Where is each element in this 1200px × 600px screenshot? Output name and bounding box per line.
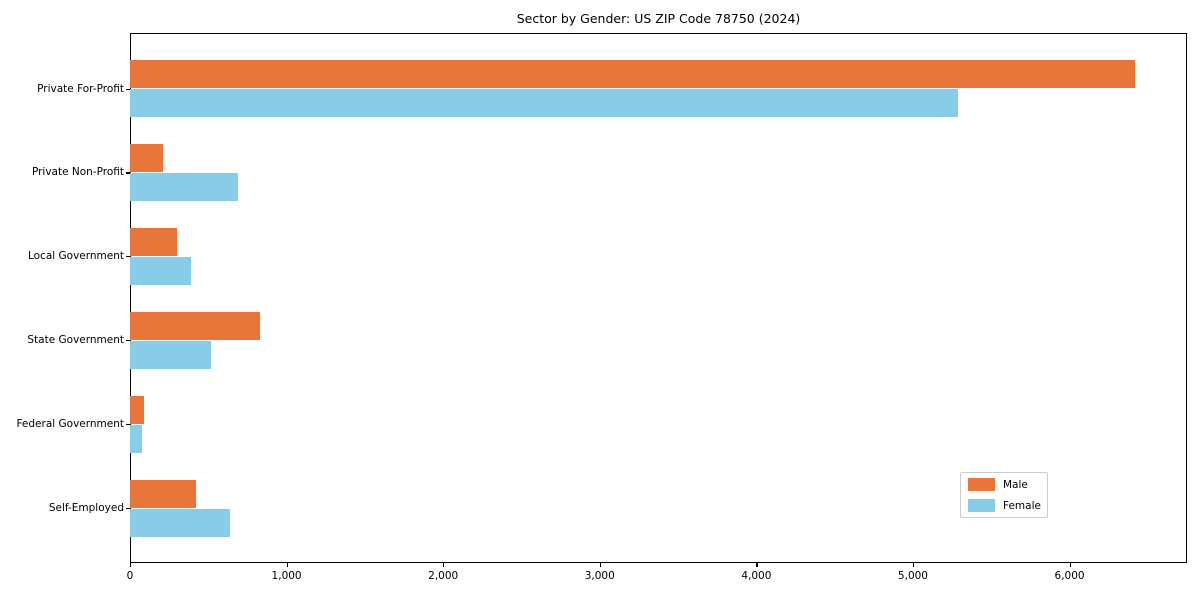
xtick-mark-3 [599, 563, 601, 567]
xtick-label-2: 2,000 [428, 570, 459, 582]
legend-item-female: Female [968, 499, 1041, 512]
bar-male-1 [130, 143, 163, 172]
bar-female-0 [130, 89, 959, 117]
xtick-mark-0 [130, 563, 132, 567]
ytick-label-4: Federal Government [16, 418, 124, 431]
bar-male-4 [130, 395, 145, 424]
xtick-label-1: 1,000 [271, 570, 302, 582]
ytick-mark-2 [126, 256, 130, 258]
xtick-mark-4 [756, 563, 758, 567]
legend-item-male: Male [968, 478, 1040, 491]
bar-male-3 [130, 311, 260, 340]
chart-title: Sector by Gender: US ZIP Code 78750 (202… [516, 11, 801, 26]
xtick-label-5: 5,000 [897, 570, 928, 582]
legend-label-female: Female [1003, 499, 1041, 512]
female-color-swatch [968, 499, 995, 512]
bar-female-3 [130, 340, 212, 369]
xtick-label-6: 6,000 [1054, 570, 1085, 582]
xtick-label-3: 3,000 [584, 570, 615, 582]
bar-male-0 [130, 60, 1136, 88]
bar-female-5 [130, 508, 231, 537]
ytick-mark-5 [126, 508, 130, 510]
ytick-mark-1 [126, 172, 130, 174]
bar-male-2 [130, 227, 177, 256]
xtick-label-4: 4,000 [741, 570, 772, 582]
xtick-mark-6 [1069, 563, 1071, 567]
ytick-label-1: Private Non-Profit [31, 166, 124, 179]
legend: Male Female [960, 472, 1048, 518]
legend-label-male: Male [1003, 478, 1028, 491]
male-color-swatch [968, 478, 995, 491]
ytick-mark-3 [126, 340, 130, 342]
ytick-label-3: State Government [27, 334, 124, 347]
ytick-mark-4 [126, 424, 130, 426]
bar-male-5 [130, 479, 196, 508]
bar-female-2 [130, 256, 192, 285]
ytick-label-2: Local Government [27, 250, 124, 263]
xtick-mark-1 [286, 563, 288, 567]
ytick-mark-0 [126, 88, 130, 90]
bar-female-1 [130, 172, 239, 201]
xtick-mark-5 [912, 563, 915, 567]
ytick-label-5: Self-Employed [48, 502, 124, 514]
ytick-label-0: Private For-Profit [37, 82, 124, 95]
bar-female-4 [130, 424, 142, 453]
xtick-label-0: 0 [126, 570, 134, 582]
xtick-mark-2 [443, 563, 445, 567]
